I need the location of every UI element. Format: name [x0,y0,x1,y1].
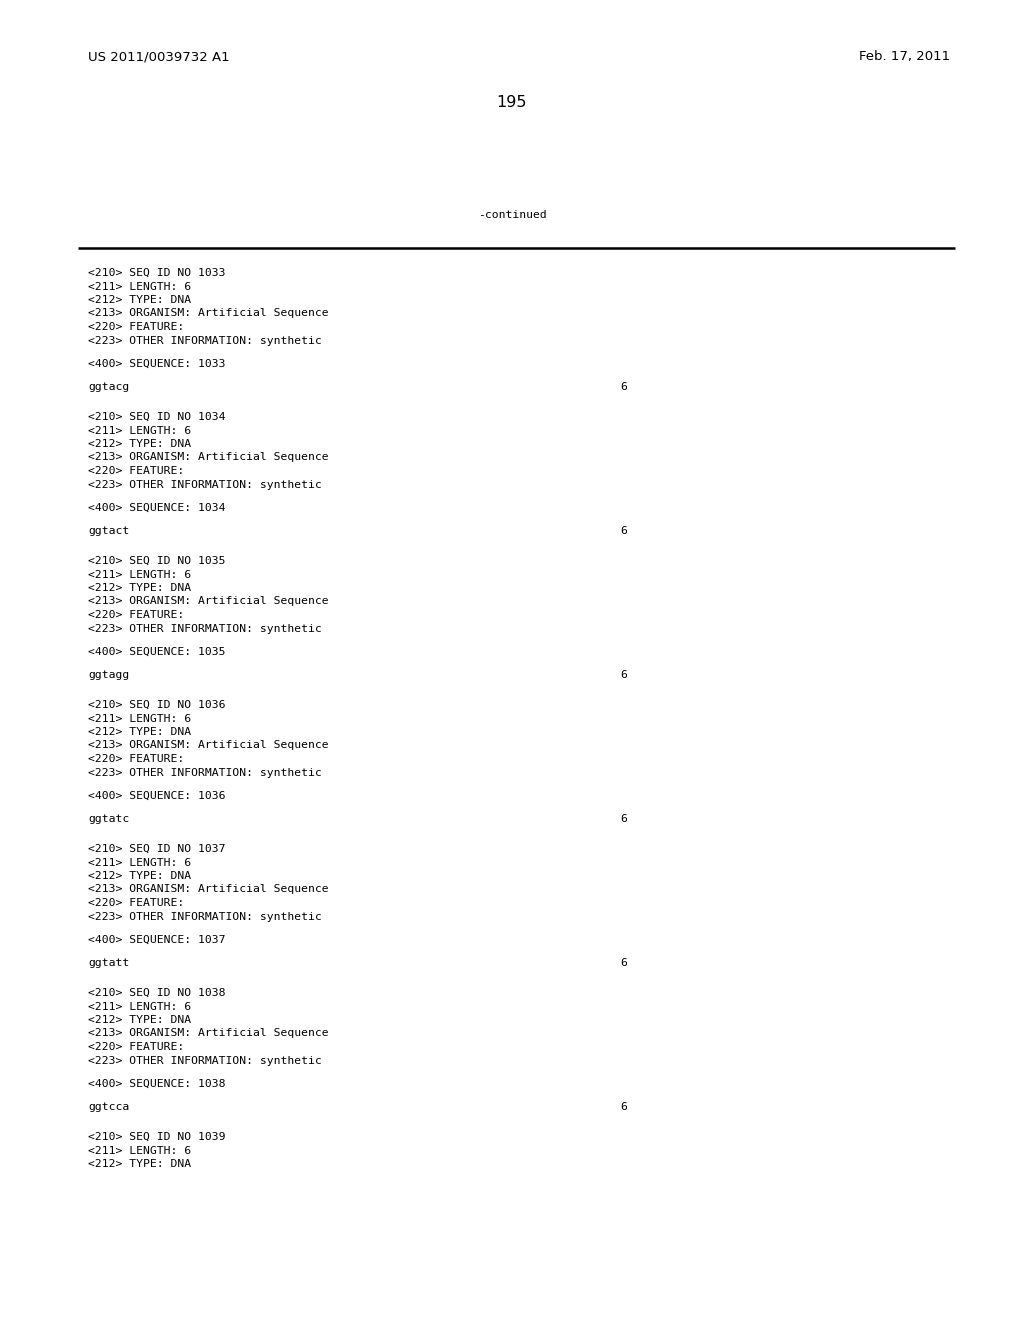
Text: 6: 6 [620,1102,627,1113]
Text: <400> SEQUENCE: 1035: <400> SEQUENCE: 1035 [88,647,225,657]
Text: <223> OTHER INFORMATION: synthetic: <223> OTHER INFORMATION: synthetic [88,623,322,634]
Text: 6: 6 [620,383,627,392]
Text: ggtagg: ggtagg [88,671,129,681]
Text: <212> TYPE: DNA: <212> TYPE: DNA [88,1159,191,1170]
Text: <212> TYPE: DNA: <212> TYPE: DNA [88,440,191,449]
Text: <213> ORGANISM: Artificial Sequence: <213> ORGANISM: Artificial Sequence [88,453,329,462]
Text: 195: 195 [497,95,527,110]
Text: <211> LENGTH: 6: <211> LENGTH: 6 [88,1146,191,1155]
Text: <212> TYPE: DNA: <212> TYPE: DNA [88,1015,191,1026]
Text: <213> ORGANISM: Artificial Sequence: <213> ORGANISM: Artificial Sequence [88,309,329,318]
Text: <400> SEQUENCE: 1036: <400> SEQUENCE: 1036 [88,791,225,801]
Text: <220> FEATURE:: <220> FEATURE: [88,322,184,333]
Text: <400> SEQUENCE: 1034: <400> SEQUENCE: 1034 [88,503,225,513]
Text: <400> SEQUENCE: 1038: <400> SEQUENCE: 1038 [88,1078,225,1089]
Text: <211> LENGTH: 6: <211> LENGTH: 6 [88,714,191,723]
Text: <211> LENGTH: 6: <211> LENGTH: 6 [88,858,191,867]
Text: <220> FEATURE:: <220> FEATURE: [88,610,184,620]
Text: <213> ORGANISM: Artificial Sequence: <213> ORGANISM: Artificial Sequence [88,884,329,895]
Text: <213> ORGANISM: Artificial Sequence: <213> ORGANISM: Artificial Sequence [88,597,329,606]
Text: <220> FEATURE:: <220> FEATURE: [88,754,184,764]
Text: -continued: -continued [477,210,547,220]
Text: <210> SEQ ID NO 1033: <210> SEQ ID NO 1033 [88,268,225,279]
Text: <210> SEQ ID NO 1036: <210> SEQ ID NO 1036 [88,700,225,710]
Text: <211> LENGTH: 6: <211> LENGTH: 6 [88,425,191,436]
Text: ggtatt: ggtatt [88,958,129,969]
Text: <211> LENGTH: 6: <211> LENGTH: 6 [88,569,191,579]
Text: Feb. 17, 2011: Feb. 17, 2011 [859,50,950,63]
Text: <223> OTHER INFORMATION: synthetic: <223> OTHER INFORMATION: synthetic [88,1056,322,1065]
Text: <223> OTHER INFORMATION: synthetic: <223> OTHER INFORMATION: synthetic [88,335,322,346]
Text: ggtatc: ggtatc [88,814,129,825]
Text: <213> ORGANISM: Artificial Sequence: <213> ORGANISM: Artificial Sequence [88,1028,329,1039]
Text: <212> TYPE: DNA: <212> TYPE: DNA [88,871,191,880]
Text: <211> LENGTH: 6: <211> LENGTH: 6 [88,1002,191,1011]
Text: <220> FEATURE:: <220> FEATURE: [88,466,184,477]
Text: <223> OTHER INFORMATION: synthetic: <223> OTHER INFORMATION: synthetic [88,767,322,777]
Text: <212> TYPE: DNA: <212> TYPE: DNA [88,727,191,737]
Text: <210> SEQ ID NO 1034: <210> SEQ ID NO 1034 [88,412,225,422]
Text: <400> SEQUENCE: 1033: <400> SEQUENCE: 1033 [88,359,225,370]
Text: <210> SEQ ID NO 1037: <210> SEQ ID NO 1037 [88,843,225,854]
Text: <210> SEQ ID NO 1035: <210> SEQ ID NO 1035 [88,556,225,566]
Text: <400> SEQUENCE: 1037: <400> SEQUENCE: 1037 [88,935,225,945]
Text: <212> TYPE: DNA: <212> TYPE: DNA [88,294,191,305]
Text: 6: 6 [620,671,627,681]
Text: <220> FEATURE:: <220> FEATURE: [88,898,184,908]
Text: <213> ORGANISM: Artificial Sequence: <213> ORGANISM: Artificial Sequence [88,741,329,751]
Text: 6: 6 [620,814,627,825]
Text: ggtcca: ggtcca [88,1102,129,1113]
Text: ggtact: ggtact [88,527,129,536]
Text: <212> TYPE: DNA: <212> TYPE: DNA [88,583,191,593]
Text: <210> SEQ ID NO 1038: <210> SEQ ID NO 1038 [88,987,225,998]
Text: US 2011/0039732 A1: US 2011/0039732 A1 [88,50,229,63]
Text: <223> OTHER INFORMATION: synthetic: <223> OTHER INFORMATION: synthetic [88,912,322,921]
Text: 6: 6 [620,958,627,969]
Text: <223> OTHER INFORMATION: synthetic: <223> OTHER INFORMATION: synthetic [88,479,322,490]
Text: 6: 6 [620,527,627,536]
Text: <211> LENGTH: 6: <211> LENGTH: 6 [88,281,191,292]
Text: <220> FEATURE:: <220> FEATURE: [88,1041,184,1052]
Text: ggtacg: ggtacg [88,383,129,392]
Text: <210> SEQ ID NO 1039: <210> SEQ ID NO 1039 [88,1133,225,1142]
